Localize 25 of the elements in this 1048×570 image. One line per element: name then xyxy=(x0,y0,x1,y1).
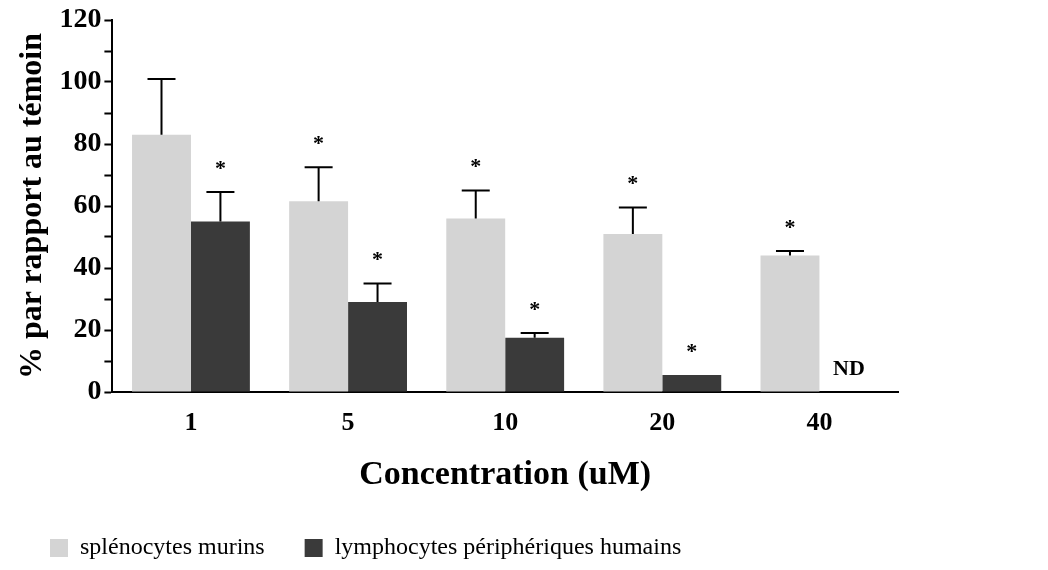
data-label: * xyxy=(313,129,325,155)
y-tick-label: 60 xyxy=(73,188,102,220)
x-tick-label: 1 xyxy=(184,407,198,437)
text: ND xyxy=(833,354,865,380)
legend-label: splénocytes murins xyxy=(80,533,265,560)
y-tick-label: 40 xyxy=(73,250,102,282)
data-label: * xyxy=(372,246,384,272)
x-tick-label: 10 xyxy=(492,407,519,437)
data-label: * xyxy=(214,154,226,180)
x-tick-label: 20 xyxy=(649,407,676,437)
data-label: * xyxy=(686,337,698,363)
y-tick-label: 100 xyxy=(59,64,102,96)
y-tick-label: 120 xyxy=(59,2,102,34)
legend-label: lymphocytes périphériques humains xyxy=(334,533,682,560)
x-tick-label: 40 xyxy=(806,407,833,437)
data-label: * xyxy=(627,170,639,196)
y-tick-label: 80 xyxy=(73,126,102,158)
data-label: * xyxy=(529,295,541,321)
x-tick-label: 5 xyxy=(341,407,355,437)
data-label: * xyxy=(470,153,482,179)
data-label: * xyxy=(784,213,796,239)
x-axis-title: Concentration (uM) xyxy=(359,454,652,493)
y-tick-label: 0 xyxy=(87,374,102,406)
y-tick-label: 20 xyxy=(73,312,102,344)
y-axis-title: % par rapport au témoin xyxy=(12,32,49,380)
